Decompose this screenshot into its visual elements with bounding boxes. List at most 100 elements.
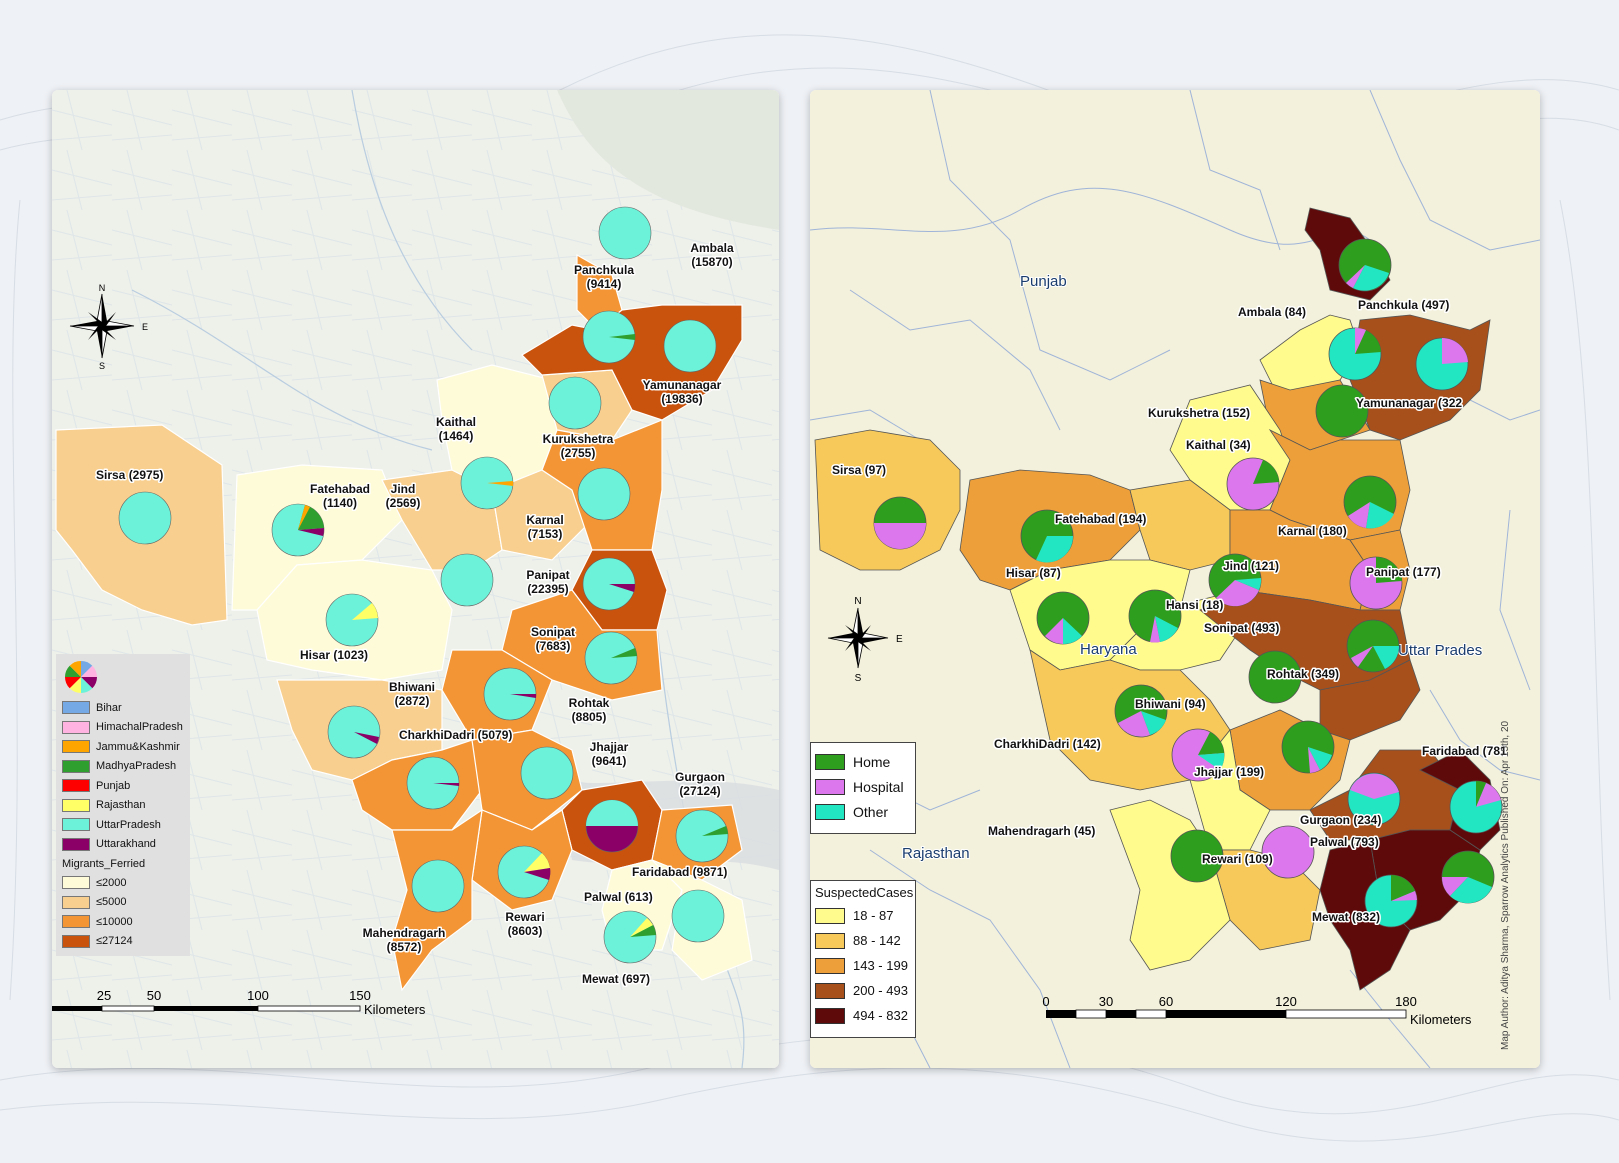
pie-bhiwani bbox=[1114, 684, 1168, 738]
pie-mewat bbox=[1364, 874, 1418, 928]
district-label-fatehabad: Fatehabad (1140) bbox=[310, 482, 370, 510]
district-label-mewat: Mewat (832) bbox=[1312, 910, 1380, 924]
pie-sonipat bbox=[1346, 619, 1400, 673]
pie-sonipat bbox=[584, 631, 638, 685]
pie-kaithal bbox=[1226, 457, 1280, 511]
legend-class-title: SuspectedCases bbox=[815, 885, 914, 900]
scale-unit: Kilometers bbox=[364, 1002, 426, 1017]
legend-swatch bbox=[815, 803, 845, 820]
district-label-rohtak: Rohtak (349) bbox=[1267, 667, 1339, 681]
legend-label: Punjab bbox=[96, 779, 131, 792]
district-label-hisar: Hisar (87) bbox=[1006, 566, 1061, 580]
pie-rohtak bbox=[1248, 650, 1302, 704]
legend-label: UttarPradesh bbox=[96, 818, 161, 831]
district-label-yamunanagar: Yamunanagar (322 bbox=[1356, 396, 1462, 410]
district-label-palwal: Palwal (793) bbox=[1310, 835, 1379, 849]
legend-label: 18 - 87 bbox=[853, 908, 894, 923]
legend-swatch bbox=[62, 798, 90, 812]
region-labels: Punjab Haryana Uttar Prades Rajasthan bbox=[901, 272, 1483, 863]
pie-yamunanagar bbox=[663, 319, 717, 373]
pie-kurukshetra bbox=[1315, 384, 1369, 438]
district-label-ambala: Ambala (15870) bbox=[690, 241, 734, 269]
legend-swatch bbox=[815, 753, 845, 770]
legend-item: HimachalPradesh bbox=[62, 718, 184, 738]
region-label-haryana: Haryana bbox=[1080, 641, 1137, 658]
pie-karnal bbox=[1343, 475, 1397, 529]
compass-n: N bbox=[99, 283, 106, 293]
suspected-cases-legend: SuspectedCases 18 - 87 88 - 142 143 - 199 2… bbox=[810, 880, 916, 1038]
district-label-palwal: Palwal (613) bbox=[584, 890, 653, 904]
legend-label: 143 - 199 bbox=[853, 958, 908, 973]
district-label-kurukshetra: Kurukshetra (2755) bbox=[543, 432, 614, 460]
legend-swatch bbox=[62, 818, 90, 832]
legend-swatch bbox=[815, 907, 845, 924]
legend-item: Uttarakhand bbox=[62, 835, 184, 855]
legend-swatch bbox=[62, 915, 90, 929]
pie-panchkula bbox=[582, 310, 636, 364]
district-label-sonipat: Sonipat (7683) bbox=[531, 625, 575, 653]
legend-label: MadhyaPradesh bbox=[96, 760, 177, 773]
district-label-charkhidadri: CharkhiDadri (142) bbox=[994, 737, 1101, 751]
pie-panipat bbox=[582, 557, 636, 611]
legend-item: 494 - 832 bbox=[815, 1003, 911, 1028]
district-label-fatehabad: Fatehabad (194) bbox=[1055, 512, 1146, 526]
scale-unit: Kilometers bbox=[1410, 1012, 1472, 1027]
legend-swatch bbox=[62, 779, 90, 793]
region-label-rajasthan: Rajasthan bbox=[902, 845, 970, 862]
legend-item: Hospital bbox=[815, 774, 911, 799]
district-label-karnal: Karnal (180) bbox=[1278, 524, 1347, 538]
pie-mahendragarh bbox=[1170, 829, 1224, 883]
compass-s: S bbox=[855, 673, 862, 684]
pie-jind bbox=[1208, 553, 1262, 607]
district-label-hisar: Hisar (1023) bbox=[300, 648, 368, 662]
district-labels: Panchkula (497) Ambala (84) Yamunanagar (3… bbox=[831, 297, 1509, 926]
scale-bar: 25 50 100 150 Kilometers bbox=[52, 988, 426, 1017]
legend-label: ≤2000 bbox=[96, 876, 127, 889]
district-label-panipat: Panipat (177) bbox=[1366, 565, 1441, 579]
legend-item: ≤27124 bbox=[62, 932, 184, 952]
migrants-legend: Bihar HimachalPradesh Jammu&Kashmir MadhyaP… bbox=[56, 654, 190, 956]
district-label-bhiwani: Bhiwani (2872) bbox=[389, 680, 435, 708]
scale-tick: 150 bbox=[349, 988, 371, 1003]
compass-s: S bbox=[99, 361, 105, 371]
compass-rose: N S E bbox=[827, 596, 903, 684]
scale-tick: 60 bbox=[1159, 994, 1173, 1009]
suspected-cases-map-panel: Punjab Haryana Uttar Prades Rajasthan bbox=[810, 90, 1540, 1068]
legend-item: 88 - 142 bbox=[815, 928, 911, 953]
pie-bhiwani bbox=[327, 705, 381, 759]
district-label-yamunanagar: Yamunanagar (19836) bbox=[643, 378, 722, 406]
legend-swatch bbox=[62, 895, 90, 909]
pie-gurgaon bbox=[585, 799, 639, 853]
pie-jhajjar bbox=[1281, 720, 1335, 774]
pie-karnal bbox=[577, 467, 631, 521]
pie-rewari bbox=[1261, 825, 1315, 879]
legend-item: 18 - 87 bbox=[815, 903, 911, 928]
district-label-gurgaon: Gurgaon (27124) bbox=[675, 770, 725, 798]
district-label-mahendragarh: Mahendragarh (45) bbox=[988, 824, 1095, 838]
scale-tick: 50 bbox=[147, 988, 161, 1003]
district-label-panchkula: Panchkula (497) bbox=[1358, 298, 1449, 312]
legend-item: Punjab bbox=[62, 776, 184, 796]
region-label-uttar-prades: Uttar Prades bbox=[1398, 642, 1482, 659]
pie-palwal bbox=[603, 910, 657, 964]
district-label-panchkula: Panchkula (9414) bbox=[574, 263, 634, 291]
district-label-jhajjar: Jhajjar (199) bbox=[1194, 765, 1264, 779]
district-label-faridabad: Faridabad (781 bbox=[1422, 744, 1507, 758]
region-label-punjab: Punjab bbox=[1020, 273, 1067, 290]
legend-label: Rajasthan bbox=[96, 799, 146, 812]
legend-class-title: Migrants_Ferried bbox=[62, 858, 146, 870]
legend-categories: Home Hospital Other bbox=[815, 749, 911, 824]
migrants-map-panel: Ambala (15870) Panchkula (9414) Yamunanagar(… bbox=[52, 90, 779, 1068]
scale-tick: 30 bbox=[1099, 994, 1113, 1009]
legend-label: ≤27124 bbox=[96, 935, 133, 948]
district-label-rohtak: Rohtak (8805) bbox=[569, 696, 610, 724]
legend-swatch bbox=[815, 1007, 845, 1024]
compass-e: E bbox=[896, 634, 903, 645]
legend-label: 88 - 142 bbox=[853, 933, 901, 948]
legend-label: 494 - 832 bbox=[853, 1008, 908, 1023]
scale-tick: 120 bbox=[1275, 994, 1297, 1009]
district-label-rewari: Rewari (8603) bbox=[505, 910, 544, 938]
district-label-jhajjar: Jhajjar (9641) bbox=[590, 740, 629, 768]
district-label-mewat: Mewat (697) bbox=[582, 972, 650, 986]
district-label-mahendragarh: Mahendragarh (8572) bbox=[363, 926, 446, 954]
